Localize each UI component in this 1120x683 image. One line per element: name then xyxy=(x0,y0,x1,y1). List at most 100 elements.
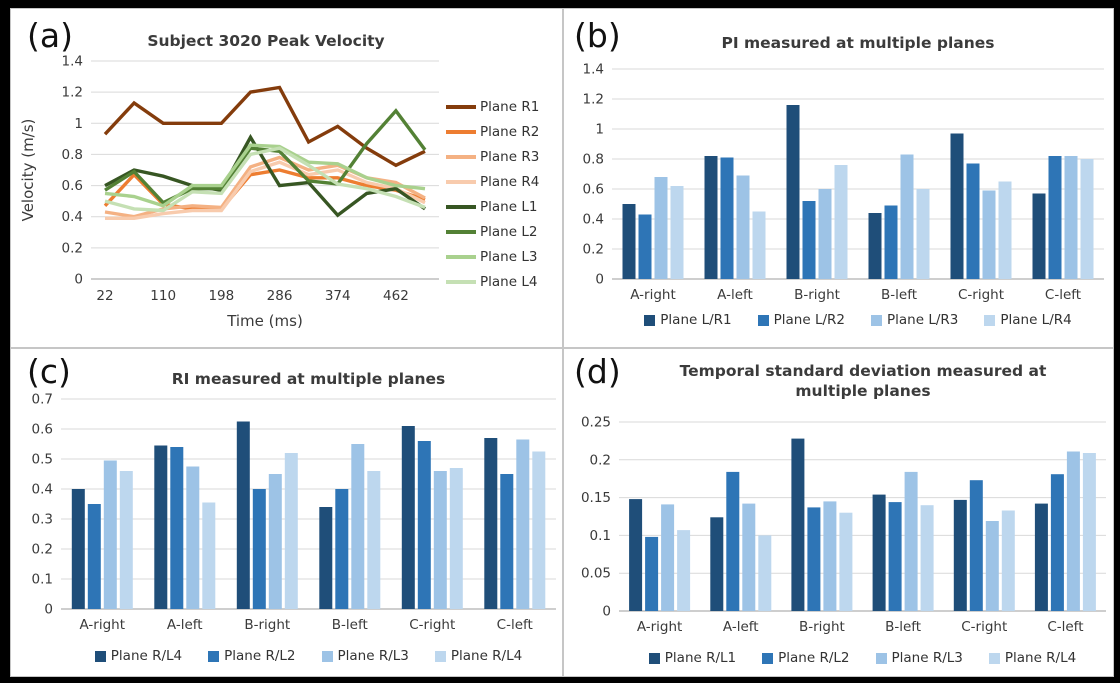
legend-item-plane-r-l4: Plane R/L4 xyxy=(434,648,522,664)
bar-a-left-plane-r-l3 xyxy=(742,503,756,611)
legend-swatch xyxy=(446,105,476,109)
y-tick-label: 0.6 xyxy=(32,422,53,438)
bar-c-left-plane-r-l3 xyxy=(1066,451,1080,611)
legend-label: Plane R/L4 xyxy=(1004,650,1077,666)
legend-item-plane-l-r4: Plane L/R4 xyxy=(984,312,1072,328)
legend-item-plane-r-l4: Plane R/L4 xyxy=(988,650,1077,666)
bar-a-right-plane-r-l4 xyxy=(119,471,133,609)
bar-c-right-plane-r-l3 xyxy=(985,521,999,611)
series-line-plane-l3 xyxy=(104,143,426,208)
bar-b-left-plane-l-r4 xyxy=(916,189,930,279)
bar-a-left-plane-l-r3 xyxy=(736,175,750,279)
series-line-plane-r4 xyxy=(105,160,426,221)
panel-corner-label: (c) xyxy=(27,352,71,391)
legend-item-plane-l4: Plane L4 xyxy=(446,274,539,290)
legend: Plane L/R1 Plane L/R2 Plane L/R3 Plane L/R4 xyxy=(612,312,1104,328)
bar-c-left-plane-l-r2 xyxy=(1048,156,1062,279)
bar-c-left-plane-r-l4 xyxy=(532,451,546,609)
bar-a-right-plane-r-l1 xyxy=(629,499,643,611)
legend-label: Plane R3 xyxy=(480,149,540,165)
y-tick-label: 0 xyxy=(602,604,611,620)
legend-swatch xyxy=(871,314,882,326)
bar-c-right-plane-r-l4 xyxy=(401,426,415,609)
x-category-label: B-right xyxy=(799,619,845,635)
series-line-plane-r1 xyxy=(103,85,426,168)
legend-item-plane-r-l3: Plane R/L3 xyxy=(875,650,963,666)
legend-item-plane-l-r2: Plane L/R2 xyxy=(757,312,845,328)
legend-swatch xyxy=(984,314,996,326)
legend-item-plane-r-l2: Plane R/L2 xyxy=(208,648,296,664)
legend-item-plane-r2: Plane R2 xyxy=(446,124,539,140)
y-tick-label: 0.4 xyxy=(32,482,53,498)
bar-b-left-plane-l-r2 xyxy=(884,205,898,279)
y-tick-label: 0 xyxy=(74,272,83,288)
bar-c-right-plane-r-l3 xyxy=(433,471,447,609)
legend-label: Plane R/L2 xyxy=(778,650,850,666)
bar-b-right-plane-l-r4 xyxy=(834,165,848,279)
bar-b-right-plane-l-r3 xyxy=(818,189,832,279)
legend: Plane R1 Plane R2 Plane R3 Plane R4 Plane L1… xyxy=(446,99,539,290)
legend: Plane R/L1 Plane R/L2 Plane R/L3 Plane R/L4 xyxy=(619,650,1106,666)
bar-a-right-plane-r-l2 xyxy=(87,504,101,609)
series-line-plane-l4 xyxy=(104,146,426,213)
bar-a-left-plane-r-l2 xyxy=(726,471,740,611)
bar-b-right-plane-l-r2 xyxy=(802,201,816,279)
panel-corner-label: (a) xyxy=(27,16,73,55)
legend-item-plane-r-l4: Plane R/L4 xyxy=(94,648,182,664)
legend-item-plane-l2: Plane L2 xyxy=(446,224,539,240)
bar-b-right-plane-r-l4 xyxy=(839,512,853,611)
legend-swatch xyxy=(446,155,476,159)
chart-title: Temporal standard deviation measured at … xyxy=(679,362,1047,401)
y-tick-label: 0.2 xyxy=(32,542,53,558)
y-tick-label: 0.8 xyxy=(62,147,83,163)
bar-a-left-plane-r-l2 xyxy=(170,447,184,609)
legend: Plane R/L4 Plane R/L2 Plane R/L3 Plane R/L4 xyxy=(61,648,556,664)
x-category-label: C-left xyxy=(497,617,533,633)
legend-swatch xyxy=(648,652,660,664)
y-tick-label: 1.2 xyxy=(583,92,604,108)
bar-c-left-plane-r-l4 xyxy=(484,438,498,609)
legend-swatch xyxy=(434,650,446,662)
x-tick-label: 198 xyxy=(208,288,234,304)
y-tick-label: 0 xyxy=(595,272,604,288)
bar-a-right-plane-l-r3 xyxy=(654,177,668,279)
legend-swatch xyxy=(757,314,769,326)
line-chart-peak-velocity: 0 0.2 0.4 0.6 0.8 1 1.2 1.4 22 110 198 286 374 462 Tim… xyxy=(19,54,439,330)
bar-c-right-plane-r-l2 xyxy=(969,480,983,611)
legend-label: Plane L2 xyxy=(480,224,538,240)
bar-b-right-plane-r-l2 xyxy=(252,489,266,609)
bar-b-left-plane-r-l4 xyxy=(367,471,381,609)
bar-b-left-plane-r-l2 xyxy=(888,502,902,611)
legend-swatch xyxy=(446,280,476,284)
bar-c-left-plane-r-l2 xyxy=(1050,474,1064,611)
legend-swatch xyxy=(875,652,887,664)
y-tick-label: 0.1 xyxy=(590,528,611,544)
y-tick-label: 0.2 xyxy=(62,240,83,256)
legend-swatch xyxy=(208,650,220,662)
x-category-label: A-right xyxy=(79,617,125,633)
bar-c-left-plane-r-l2 xyxy=(500,474,514,609)
bar-c-left-plane-r-l1 xyxy=(1034,503,1048,611)
bar-b-left-plane-r-l4 xyxy=(920,505,934,611)
bar-a-right-plane-r-l3 xyxy=(103,460,117,609)
bar-c-right-plane-r-l4 xyxy=(449,468,463,609)
legend-label: Plane L/R3 xyxy=(887,312,959,328)
legend-item-plane-r3: Plane R3 xyxy=(446,149,539,165)
legend-label: Plane L3 xyxy=(480,249,538,265)
bar-c-right-plane-r-l1 xyxy=(953,499,967,611)
bar-b-left-plane-r-l1 xyxy=(872,494,886,611)
legend-item-plane-l-r1: Plane L/R1 xyxy=(644,312,732,328)
bar-b-left-plane-r-l3 xyxy=(351,444,365,609)
x-category-label: A-right xyxy=(637,619,683,635)
bar-c-right-plane-r-l4 xyxy=(1001,510,1015,611)
panel-corner-label: (b) xyxy=(574,16,621,55)
legend-swatch xyxy=(762,652,774,664)
x-tick-label: 374 xyxy=(325,288,351,304)
y-tick-label: 0.4 xyxy=(583,212,604,228)
y-tick-label: 1.2 xyxy=(62,85,83,101)
bar-b-right-plane-r-l2 xyxy=(807,507,821,611)
y-tick-label: 1 xyxy=(595,122,604,138)
y-tick-label: 0.6 xyxy=(62,178,83,194)
legend-item-plane-r1: Plane R1 xyxy=(446,99,539,115)
y-tick-label: 0.4 xyxy=(62,209,83,225)
